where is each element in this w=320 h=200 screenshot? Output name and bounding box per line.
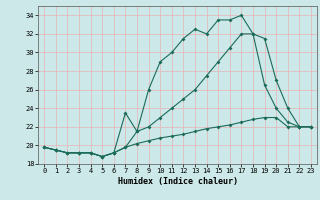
X-axis label: Humidex (Indice chaleur): Humidex (Indice chaleur) [118, 177, 238, 186]
